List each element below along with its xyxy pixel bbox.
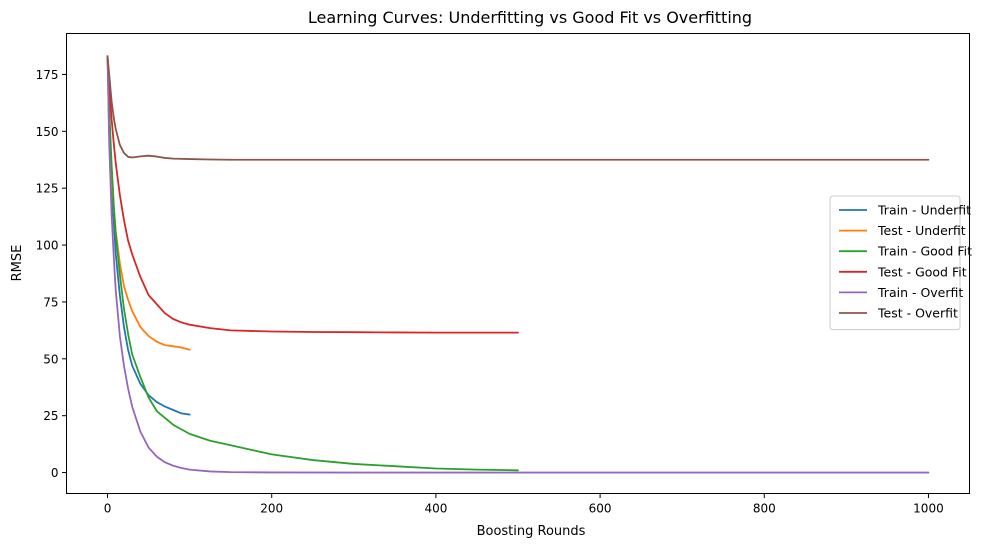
y-tick-label: 125 [36,182,59,196]
legend-label-test-overfit: Test - Overfit [877,306,958,321]
x-tick-label: 800 [753,502,776,516]
series-layer [106,55,930,474]
x-tick-label: 0 [104,502,112,516]
series-line-train-overfit [106,55,930,474]
y-tick-label: 50 [43,352,58,366]
legend-label-test-underfit: Test - Underfit [877,223,966,238]
y-axis-label: RMSE [10,245,25,282]
x-tick-label: 1000 [913,502,944,516]
chart-title: Learning Curves: Underfitting vs Good Fi… [308,8,752,27]
series-line-test-good-fit [106,55,519,334]
plot-area-frame [66,33,970,494]
x-tick-label: 200 [260,502,283,516]
y-tick-label: 175 [36,68,59,82]
series-line-train-good-fit [106,55,519,472]
axes-layer: 0 200 400 600 800 1000 0 25 50 75 100 125 150 175 [36,68,944,516]
series-line-test-overfit [106,55,930,161]
y-tick-label: 25 [43,409,58,423]
legend-frame [829,195,961,331]
legend: Train - Underfit Test - Underfit Train - G… [829,195,972,331]
x-tick-label: 400 [424,502,447,516]
y-tick-label: 100 [36,239,59,253]
x-tick-label: 600 [589,502,612,516]
y-tick-label: 150 [36,125,59,139]
legend-label-test-good-fit: Test - Good Fit [877,264,967,279]
y-tick-label: 0 [51,466,59,480]
legend-label-train-good-fit: Train - Good Fit [877,244,972,259]
x-axis-label: Boosting Rounds [477,524,586,539]
series-line-train-underfit [106,55,191,416]
legend-label-train-overfit: Train - Overfit [877,285,963,300]
legend-label-train-underfit: Train - Underfit [877,203,971,218]
y-tick-label: 75 [43,295,58,309]
